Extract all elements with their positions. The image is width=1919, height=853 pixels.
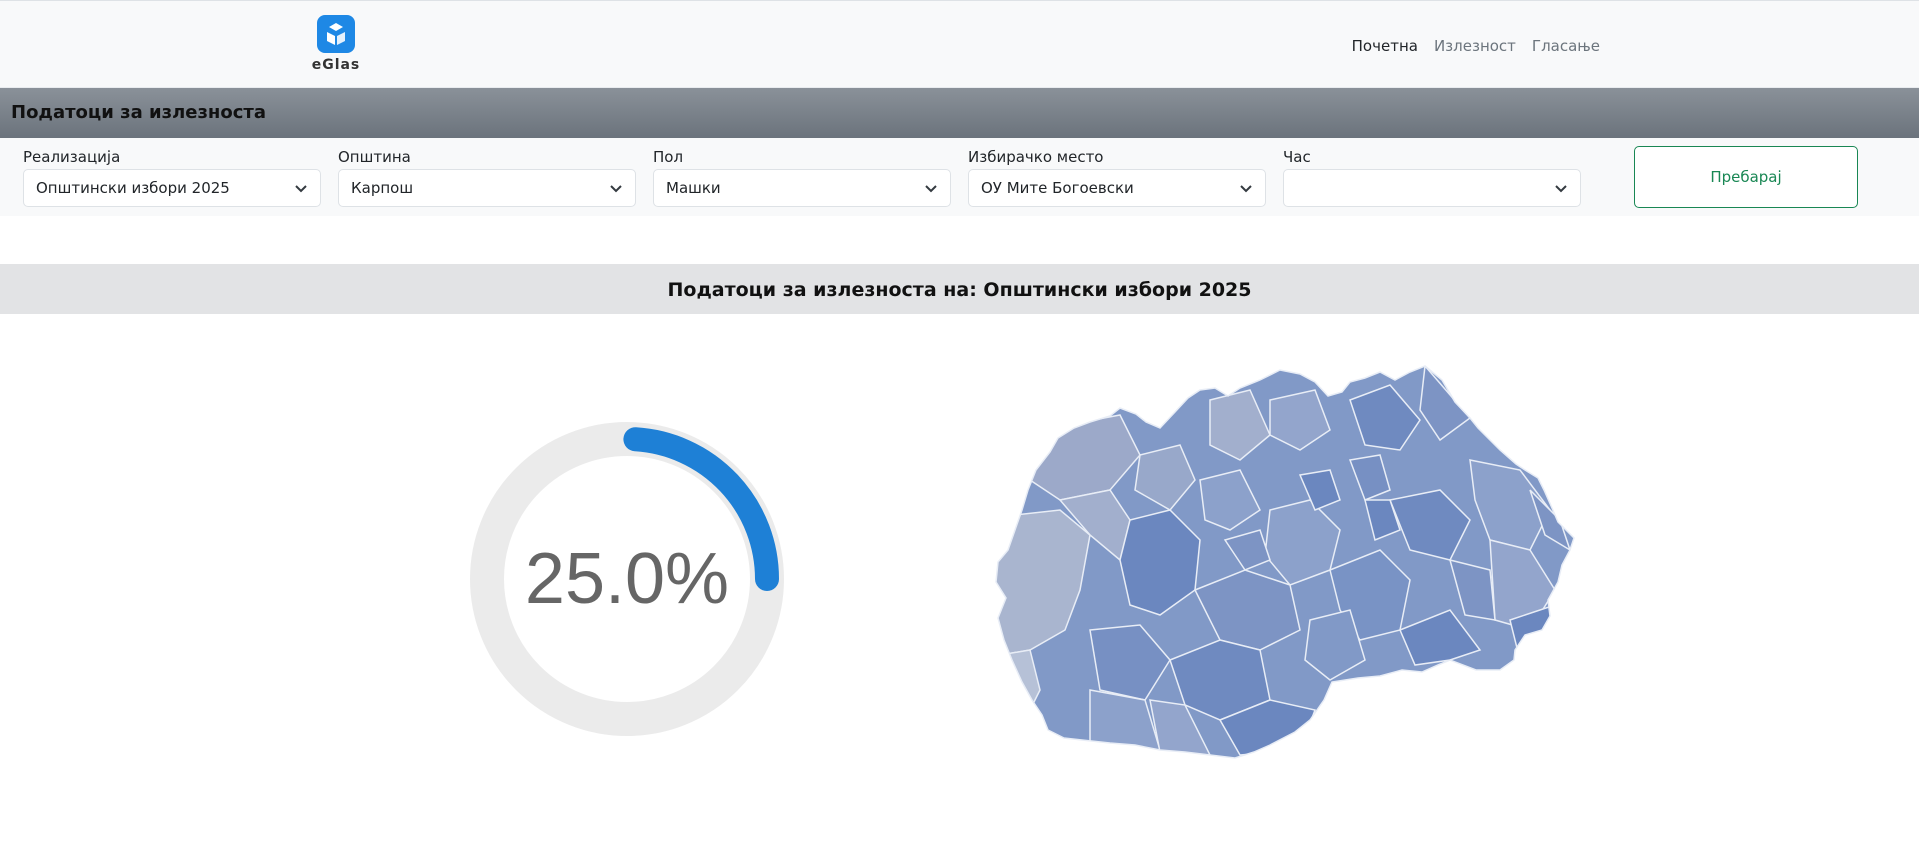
hour-filter: Час: [1283, 148, 1581, 207]
nav-turnout-link[interactable]: Излезност: [1433, 37, 1516, 55]
filter-panel: Реализација Општински избори 2025 Општин…: [0, 138, 1919, 216]
brand-logo[interactable]: eGlas: [308, 15, 364, 73]
realization-label: Реализација: [23, 148, 121, 166]
municipality-select[interactable]: Карпош: [338, 169, 636, 207]
gender-label: Пол: [653, 148, 684, 166]
polling-station-label: Избирачко место: [968, 148, 1104, 166]
realization-filter: Реализација Општински избори 2025: [23, 148, 321, 207]
municipalities-map: [970, 360, 1610, 800]
polling-station-filter: Избирачко место ОУ Мите Богоевски: [968, 148, 1266, 207]
results-title: Податоци за излезноста на: Општински изб…: [0, 264, 1919, 314]
polling-station-select[interactable]: ОУ Мите Богоевски: [968, 169, 1266, 207]
polling-station-value: ОУ Мите Богоевски: [981, 179, 1134, 197]
gender-value: Машки: [666, 179, 721, 197]
chevron-down-icon: [295, 185, 307, 193]
hour-label: Час: [1283, 148, 1311, 166]
chevron-down-icon: [610, 185, 622, 193]
municipality-label: Општина: [338, 148, 411, 166]
municipality-filter: Општина Карпош: [338, 148, 636, 207]
chevron-down-icon: [1240, 185, 1252, 193]
municipality-value: Карпош: [351, 179, 414, 197]
brand-name: eGlas: [311, 57, 361, 73]
realization-select[interactable]: Општински избори 2025: [23, 169, 321, 207]
turnout-percentage: 25.0%: [524, 539, 730, 619]
gender-select[interactable]: Машки: [653, 169, 951, 207]
hour-select[interactable]: [1283, 169, 1581, 207]
turnout-gauge: 25.0%: [467, 419, 787, 739]
section-title: Податоци за излезноста: [0, 88, 1919, 138]
realization-value: Општински избори 2025: [36, 179, 230, 197]
gauge-progress-arc: [623, 427, 779, 591]
nav-home-link[interactable]: Почетна: [1351, 37, 1418, 55]
search-button[interactable]: Пребарај: [1634, 146, 1858, 208]
gender-filter: Пол Машки: [653, 148, 951, 207]
top-navbar: eGlas Почетна Излезност Гласање: [0, 0, 1919, 88]
chevron-down-icon: [925, 185, 937, 193]
nav-links: Почетна Излезност Гласање: [1352, 37, 1600, 55]
chevron-down-icon: [1555, 185, 1567, 193]
ballot-box-icon: [317, 15, 355, 53]
nav-voting-link[interactable]: Гласање: [1531, 37, 1600, 55]
